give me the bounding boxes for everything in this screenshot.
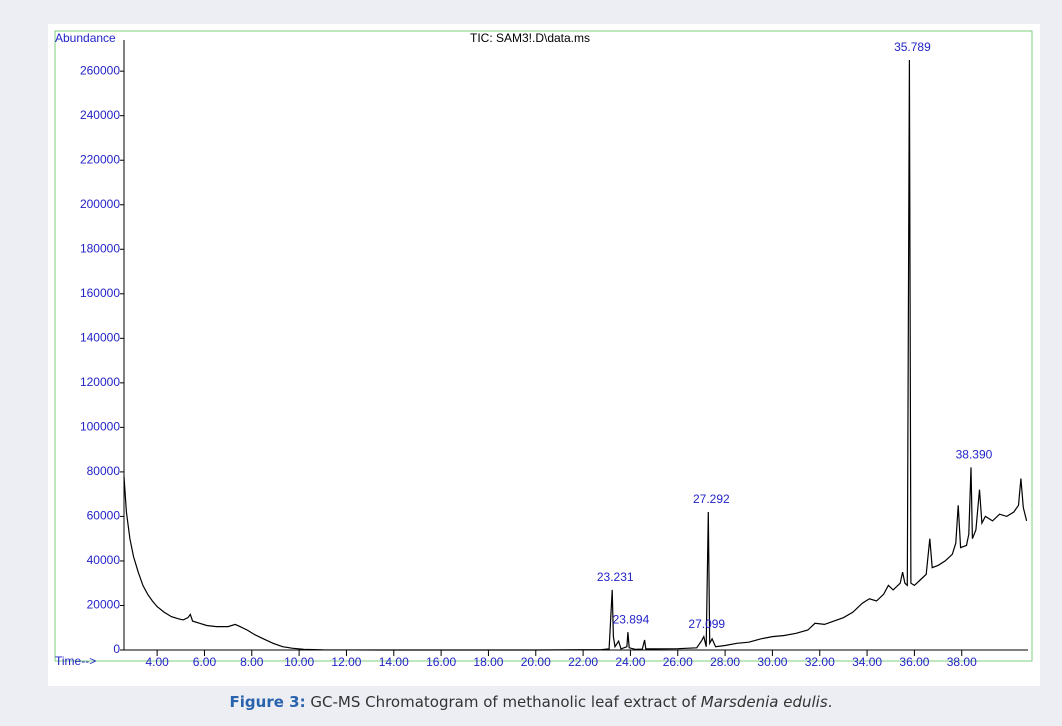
x-tick-label: 12.00 [331,655,361,669]
peak-label: 38.390 [956,448,993,462]
signal-line [123,59,1028,651]
y-tick-label: 60000 [87,509,121,523]
chart-title: TIC: SAM3!.D\data.ms [470,31,590,45]
x-tick-label: 6.00 [193,655,217,669]
caption-species: Marsdenia edulis [700,693,828,711]
chart: Abundance TIC: SAM3!.D\data.ms Time--> 0… [48,24,1040,686]
x-tick-label: 32.00 [805,655,835,669]
x-tick-label: 22.00 [568,655,598,669]
caption-end: . [827,693,833,711]
x-tick-label: 20.00 [521,655,551,669]
y-tick-label: 220000 [80,152,120,166]
y-axis-title: Abundance [55,31,116,45]
y-tick-label: 80000 [87,464,121,478]
y-tick-label: 0 [113,642,120,656]
x-tick-label: 26.00 [663,655,693,669]
y-tick-label: 100000 [80,420,120,434]
caption-text: GC-MS Chromatogram of methanolic leaf ex… [305,693,701,711]
y-tick-label: 120000 [80,375,120,389]
peak-label: 23.894 [613,612,650,626]
x-tick-label: 28.00 [710,655,740,669]
x-tick-label: 14.00 [379,655,409,669]
y-tick-label: 160000 [80,286,120,300]
x-tick-label: 34.00 [852,655,882,669]
y-tick-label: 200000 [80,197,120,211]
peak-label: 23.231 [597,570,634,584]
x-tick-label: 8.00 [240,655,264,669]
y-tick-label: 260000 [80,63,120,77]
y-tick-label: 180000 [80,241,120,255]
x-tick-label: 4.00 [145,655,169,669]
y-tick-label: 40000 [87,553,121,567]
plot-frame [54,30,1033,662]
x-tick-label: 18.00 [473,655,503,669]
x-tick-label: 36.00 [899,655,929,669]
x-axis-title: Time--> [55,654,96,668]
peak-label: 35.789 [894,40,931,54]
peak-label: 27.292 [693,492,730,506]
x-tick-label: 10.00 [284,655,314,669]
x-tick-label: 24.00 [615,655,645,669]
y-tick-label: 20000 [87,598,121,612]
chart-panel [48,24,1040,686]
caption: Figure 3: GC-MS Chromatogram of methanol… [0,693,1062,711]
peak-label: 27.099 [688,617,725,631]
y-tick-label: 240000 [80,108,120,122]
x-tick-label: 38.00 [947,655,977,669]
y-tick-label: 140000 [80,330,120,344]
x-tick-label: 30.00 [757,655,787,669]
caption-label: Figure 3: [229,693,306,711]
x-tick-label: 16.00 [426,655,456,669]
